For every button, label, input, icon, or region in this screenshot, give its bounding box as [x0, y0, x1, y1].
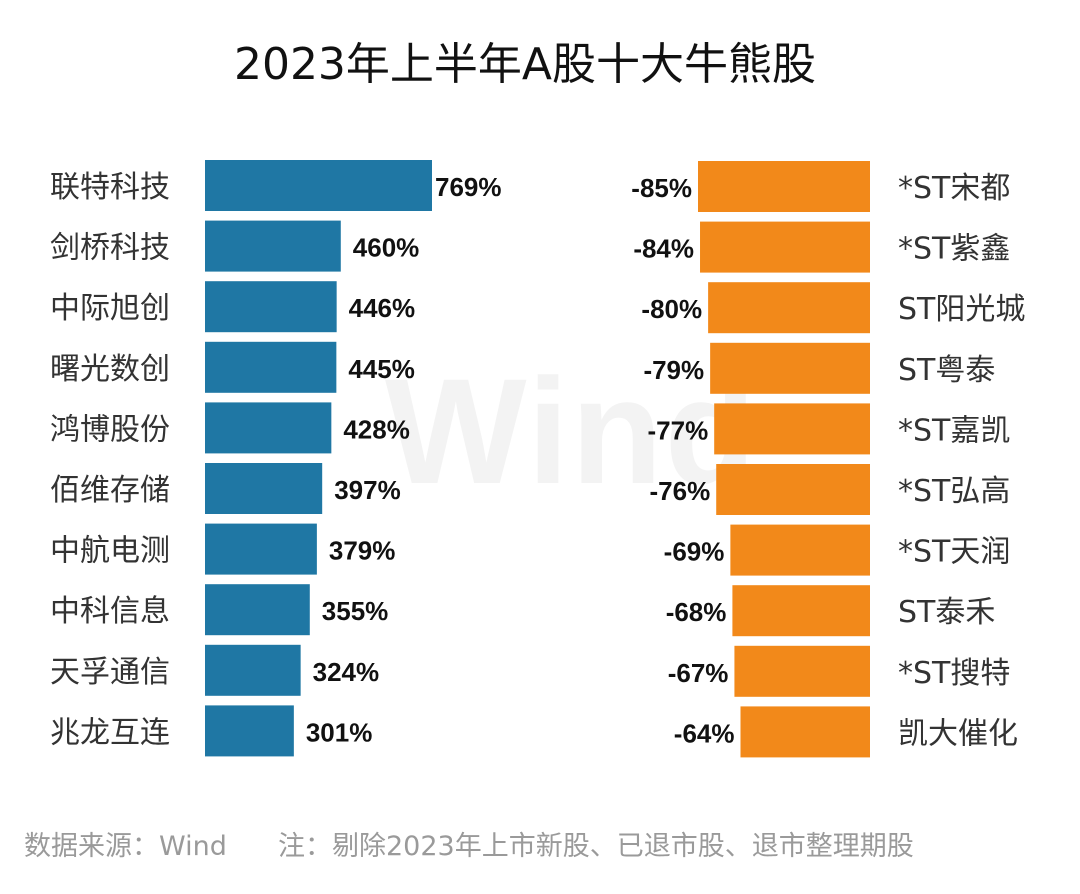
bear-value-label: -84%	[633, 234, 694, 264]
bull-bar	[205, 644, 301, 696]
bull-value-label: 379%	[329, 536, 396, 566]
footer-note: 注：剔除2023年上市新股、已退市股、退市整理期股	[278, 831, 914, 862]
bull-value-label: 460%	[353, 233, 420, 263]
bull-bar	[205, 523, 317, 575]
bull-value-label: 446%	[349, 293, 416, 323]
bear-value-label: -68%	[666, 597, 727, 627]
bull-value-label: 769%	[435, 172, 502, 202]
bull-bar	[205, 281, 337, 333]
bear-value-label: -77%	[647, 415, 708, 445]
bear-bar	[714, 403, 870, 455]
bear-value-label: -79%	[643, 355, 704, 385]
bear-value-label: -80%	[641, 294, 702, 324]
bull-category-label: 鸿博股份	[50, 412, 170, 447]
bull-bar	[205, 341, 337, 393]
bull-bar	[205, 705, 294, 757]
bear-category-label: *ST弘高	[898, 474, 1010, 509]
bear-category-label: ST阳光城	[898, 292, 1025, 327]
bull-bar	[205, 220, 341, 272]
bear-bar	[710, 342, 870, 394]
bear-bar	[734, 645, 870, 697]
bear-category-label: *ST天润	[898, 535, 1010, 570]
bull-bar	[205, 463, 323, 514]
bull-bar	[205, 584, 310, 636]
bull-category-label: 中科信息	[50, 594, 170, 629]
footer-source: 数据来源：Wind	[24, 831, 227, 862]
bull-category-label: 中际旭创	[50, 291, 170, 326]
bear-value-label: -67%	[668, 658, 729, 688]
bull-value-label: 397%	[334, 475, 401, 505]
bear-category-label: *ST宋都	[898, 171, 1010, 206]
bear-bar	[708, 282, 870, 334]
bear-bar	[698, 161, 870, 212]
bull-category-label: 曙光数创	[50, 352, 170, 387]
wind-watermark: Wind	[385, 347, 759, 515]
bear-value-label: -69%	[664, 537, 725, 567]
bull-value-label: 301%	[306, 717, 373, 747]
bull-bar	[205, 402, 332, 454]
bear-value-label: -76%	[650, 476, 711, 506]
bull-category-label: 剑桥科技	[50, 231, 170, 266]
bull-category-label: 天孚通信	[50, 655, 170, 690]
bull-value-label: 324%	[313, 657, 380, 687]
bear-category-label: ST粤泰	[898, 353, 995, 388]
bear-bar	[730, 524, 870, 576]
bear-value-label: -85%	[631, 173, 692, 203]
bear-category-label: ST泰禾	[898, 595, 995, 630]
bull-category-label: 中航电测	[50, 534, 170, 569]
bear-category-label: *ST嘉凯	[898, 413, 1010, 448]
bear-value-label: -64%	[674, 718, 735, 748]
bull-value-label: 428%	[343, 414, 410, 444]
bear-category-label: *ST搜特	[898, 656, 1010, 691]
bear-category-label: *ST紫鑫	[898, 232, 1010, 267]
bull-category-label: 佰维存储	[50, 473, 170, 508]
bear-category-label: 凯大催化	[898, 716, 1018, 751]
bull-category-label: 兆龙互连	[50, 715, 170, 750]
bull-value-label: 445%	[348, 354, 415, 384]
bull-category-label: 联特科技	[50, 170, 170, 205]
bull-bear-bar-chart: 联特科技 769% 剑桥科技 460% 中际旭创 446% 曙光数创 445% 鸿博股份 428%…	[50, 160, 1025, 758]
bull-bar	[205, 160, 432, 211]
bear-bar	[716, 464, 870, 515]
chart-title: 2023年上半年A股十大牛熊股	[233, 39, 817, 90]
bear-bar	[732, 585, 870, 637]
bull-value-label: 355%	[322, 596, 389, 626]
bear-bar	[740, 706, 870, 758]
bear-bar	[700, 221, 870, 273]
